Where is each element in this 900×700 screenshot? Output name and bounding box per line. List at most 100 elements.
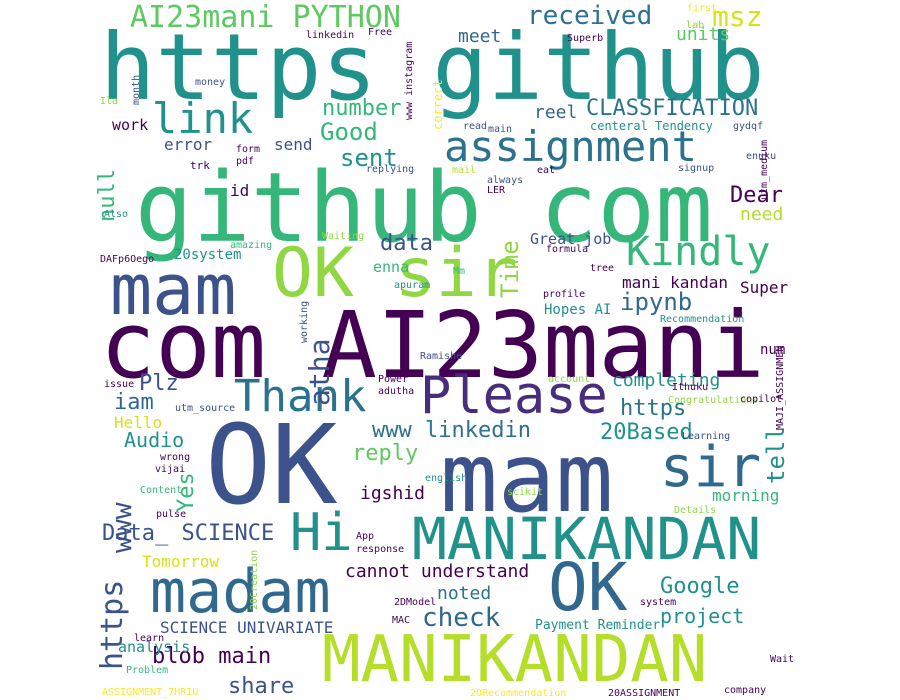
word-form: form	[236, 144, 261, 155]
word-20system: 20system	[174, 247, 242, 263]
word-thank: Thank	[234, 371, 367, 422]
word-mail: mail	[452, 165, 477, 176]
word-app: App	[356, 531, 375, 542]
word-mac: MAC	[392, 615, 411, 626]
word-error: error	[164, 135, 213, 154]
word-signup: signup	[678, 163, 715, 174]
word-number: number	[322, 96, 402, 121]
word-main: main	[488, 124, 513, 135]
word-english: english	[425, 473, 468, 484]
word-power: Power	[378, 374, 409, 385]
word-reel: reel	[534, 102, 578, 123]
word-learn: learn	[134, 633, 165, 644]
word-msz: msz	[712, 0, 763, 33]
word-adutha: adutha	[378, 386, 415, 397]
word-num: num	[760, 342, 786, 358]
word-month: month	[131, 74, 142, 105]
word-scikit: scikit	[507, 487, 544, 498]
word-wrong: wrong	[160, 452, 191, 463]
word-hello: Hello	[114, 413, 163, 432]
word-problem: Problem	[126, 665, 169, 676]
word-plz: Plz	[139, 371, 179, 396]
word-company: company	[724, 685, 767, 696]
word-also: Also	[104, 209, 129, 220]
word-payment-reminder: Payment Reminder	[535, 618, 661, 633]
word-units: units	[676, 24, 731, 45]
word-tree: tree	[590, 263, 615, 274]
word-audio: Audio	[124, 428, 185, 452]
word-need: need	[740, 204, 784, 225]
word-send: send	[274, 135, 313, 154]
word-issue: issue	[104, 379, 135, 390]
word-centeral-tendency: centeral Tendency	[590, 119, 713, 133]
word-ok-sir: OK sir	[272, 234, 518, 313]
word-content: Content	[140, 485, 183, 496]
word-2orecommendation: 2ORecommendation	[470, 688, 567, 699]
word-https: https	[95, 579, 130, 670]
word-wait: Wait	[770, 654, 795, 665]
word-pdf: pdf	[236, 156, 255, 167]
word-profile: profile	[543, 289, 586, 300]
word-blob-main: blob main	[152, 644, 272, 669]
word-sir: sir	[660, 435, 762, 500]
word-iam: iam	[114, 390, 154, 415]
word-reply: reply	[352, 441, 419, 466]
word-read: read	[463, 121, 488, 132]
word-ai23mani-python: AI23mani PYTHON	[130, 0, 401, 35]
word-com-ai23mani: com AI23mani	[100, 292, 765, 399]
word-kindly: Kindly	[626, 229, 771, 275]
word-mani-kandan: mani kandan	[622, 273, 728, 292]
word-20creation: 20Creation	[249, 549, 260, 610]
word-ramishe: Ramishe	[420, 351, 463, 362]
word-igshid: igshid	[360, 483, 426, 504]
word-classfication: CLASSFICATION	[586, 96, 759, 121]
word-hopes-ai: Hopes AI	[544, 302, 612, 318]
word-good: Good	[320, 118, 378, 146]
word-dear: Dear	[730, 183, 783, 208]
word-ok: OK	[548, 549, 628, 626]
word-20assignment: 20ASSIGNMENT	[608, 688, 681, 699]
word-time: Time	[496, 240, 524, 298]
word-2dmodel: 2DModel	[394, 597, 437, 608]
word-sent: sent	[340, 144, 398, 172]
word-https-github: https github	[100, 14, 765, 121]
word-manikandan: MANIKANDAN	[322, 623, 708, 697]
word-madam: madam	[150, 557, 331, 627]
word-ok: OK	[205, 401, 338, 529]
word-link: link	[152, 94, 254, 143]
word-congratulations: Congratulations	[668, 395, 759, 406]
word-response: response	[356, 544, 405, 555]
word-correct: correct	[431, 79, 445, 130]
word-learning: Learning	[682, 431, 731, 442]
word-mam: mam	[440, 422, 614, 534]
word-trk: trk	[190, 159, 210, 172]
word-tell: tell	[762, 426, 790, 484]
word-ithuku: Ithuku	[672, 382, 709, 393]
word-enuku: enuku	[746, 151, 777, 162]
word-google: Google	[660, 574, 740, 599]
word-www-instagram: www instagram	[404, 41, 415, 120]
word-recommendation: Recommendation	[660, 314, 745, 325]
word-maji-assignmen: MAJI_ASSIGNMEN	[775, 345, 786, 430]
word-20based: 20Based	[600, 420, 693, 445]
word-vijai: vijai	[155, 464, 186, 475]
word-id: id	[230, 181, 250, 200]
word-dafp6oego: DAFp6Oego	[100, 254, 155, 265]
word-www-linkedin: www linkedin	[372, 418, 531, 443]
word-ipynb: ipynb	[620, 288, 693, 316]
word-mm: Mm	[453, 266, 466, 277]
word-gydqf: gydqf	[733, 121, 764, 132]
word-manikandan: MANIKANDAN	[412, 505, 762, 573]
word-check: check	[422, 603, 501, 633]
word-utm-source: utm_source	[175, 403, 236, 414]
word-hi: Hi	[290, 503, 353, 563]
word-enna: enna	[373, 258, 410, 276]
word-project: project	[660, 604, 745, 628]
word-mam: mam	[110, 249, 237, 331]
word-cannot-understand: cannot understand	[345, 561, 530, 582]
word-copilot: copilot	[740, 394, 783, 405]
word-utm-medium: utm_medium	[759, 139, 770, 200]
word-ila: Ila	[100, 96, 119, 107]
word-eat: eat	[537, 165, 556, 176]
word-details: Details	[674, 505, 717, 516]
